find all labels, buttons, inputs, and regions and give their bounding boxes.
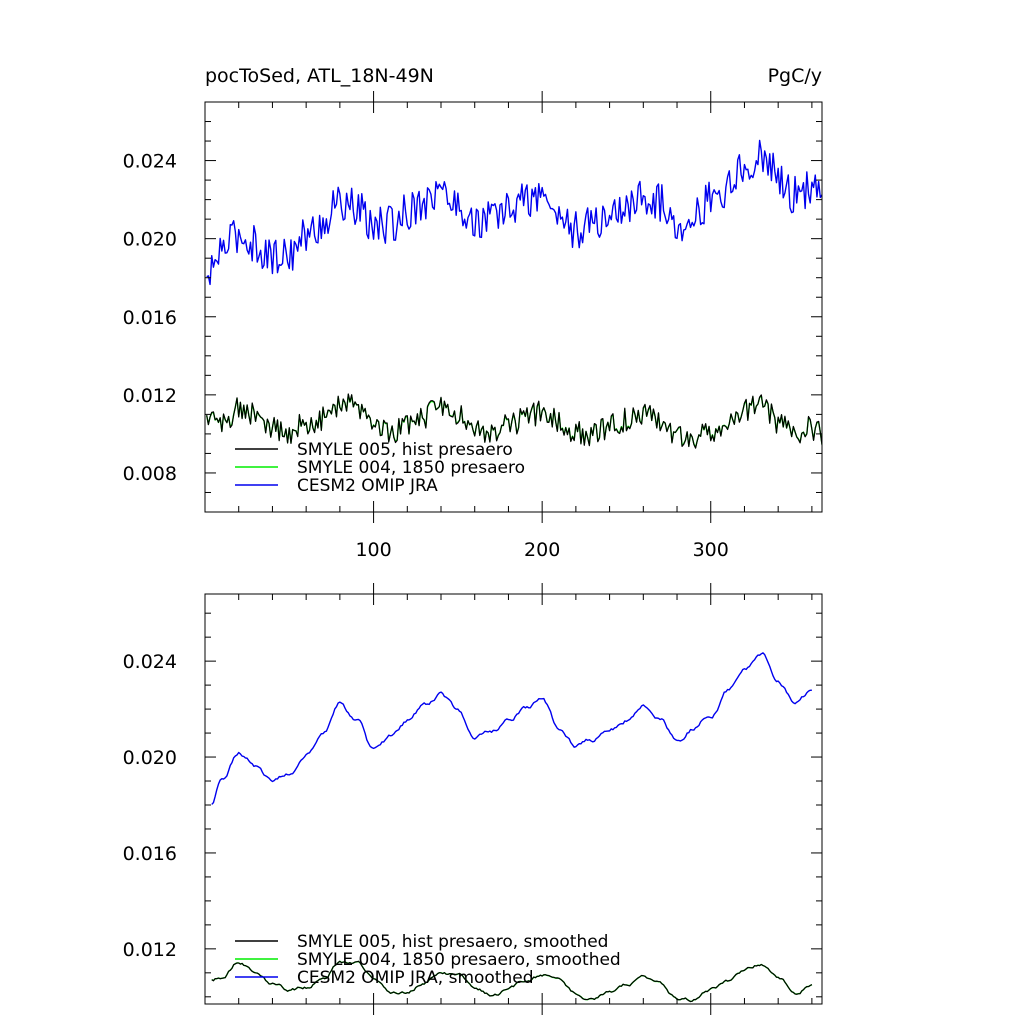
legend-label-cesm2-omip-jra: CESM2 OMIP JRA [297,476,438,496]
x-tick-label: 100 [355,539,391,561]
legend-label-cesm2-omip-jra: CESM2 OMIP JRA, smoothed [297,968,534,988]
bottom-panel-legend: SMYLE 005, hist presaero, smoothedSMYLE … [235,932,621,988]
bottom-panel-axes: 0.012 0.016 0.020 0.024 [123,583,822,1015]
top-panel-series-layer [206,139,822,449]
y-tick-label: 0.024 [123,651,177,673]
x-tick-label: 200 [524,539,560,561]
legend-label-smyle-005: SMYLE 005, hist presaero [297,440,513,460]
top-panel-title-left: pocToSed, ATL_18N-49N [205,65,434,87]
y-tick-label: 0.016 [123,843,177,865]
y-tick-label: 0.024 [123,151,177,173]
y-tick-label: 0.012 [123,385,177,407]
top-panel-title-right-units: PgC/y [768,65,822,87]
legend-label-smyle-004: SMYLE 004, 1850 presaero, smoothed [297,950,621,970]
top-panel-frame [204,101,823,513]
y-tick-label: 0.020 [123,229,177,251]
legend-label-smyle-005: SMYLE 005, hist presaero, smoothed [297,932,608,952]
bottom-panel-frame [204,593,823,1005]
y-tick-label: 0.016 [123,307,177,329]
series-line-cesm2-omip-jra [206,139,822,286]
y-tick-label: 0.008 [123,463,177,485]
bottom-panel-series-layer [211,652,813,1003]
top-panel: pocToSed, ATL_18N-49N PgC/y SMYLE 005, h… [123,65,823,561]
series-line-cesm2-omip-jra [211,652,812,805]
top-panel-axes: 0.008 0.012 0.016 0.020 0.024 100 200 300 [123,91,822,561]
legend-label-smyle-004: SMYLE 004, 1850 presaero [297,458,525,478]
bottom-panel: SMYLE 005, hist presaero, smoothedSMYLE … [123,583,823,1015]
series-line-smyle-005 [206,393,822,449]
series-line-smyle-005 [211,960,813,1003]
y-tick-label: 0.020 [123,747,177,769]
x-tick-label: 300 [693,539,729,561]
y-tick-label: 0.012 [123,939,177,961]
